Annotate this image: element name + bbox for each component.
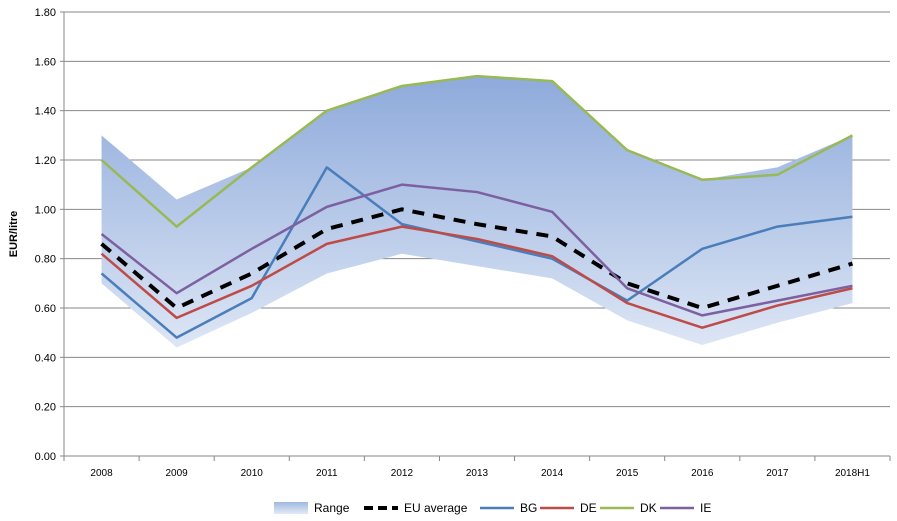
- x-tick-label: 2014: [541, 468, 564, 479]
- x-tick-label: 2011: [316, 468, 338, 479]
- x-tick-label: 2015: [616, 468, 639, 479]
- series-line-bg: [100, 166, 853, 339]
- y-tick-label: 0.00: [35, 451, 56, 463]
- x-tick-label: 2016: [691, 468, 714, 479]
- y-tick-label: 1.20: [35, 155, 56, 167]
- legend-label-bg: BG: [520, 501, 537, 515]
- x-tick-label: 2017: [766, 468, 789, 479]
- y-tick-label: 1.40: [35, 106, 56, 118]
- x-tick-label: 2010: [241, 468, 264, 479]
- x-tick-label: 2008: [90, 468, 113, 479]
- y-tick-label: 1.00: [35, 204, 56, 216]
- x-tick-label: 2009: [166, 468, 189, 479]
- y-tick-label: 1.80: [35, 7, 56, 19]
- y-axis-label: EUR/litre: [8, 211, 20, 257]
- series-line-ie: [100, 183, 853, 317]
- legend-label-ie: IE: [700, 501, 711, 515]
- legend-label-range: Range: [314, 501, 350, 515]
- legend-swatch-range: [274, 502, 308, 514]
- x-tick-label: 2018H1: [835, 468, 870, 479]
- x-tick-label: 2013: [466, 468, 489, 479]
- series-line-eu-average: [100, 207, 854, 310]
- y-tick-label: 0.20: [35, 402, 56, 414]
- y-tick-label: 0.40: [35, 352, 56, 364]
- legend-label-dk: DK: [640, 501, 657, 515]
- range-area: [101, 76, 853, 348]
- x-tick-label: 2012: [391, 468, 414, 479]
- series-line-de: [100, 225, 853, 329]
- y-tick-label: 0.60: [35, 303, 56, 315]
- y-tick-label: 1.60: [35, 56, 56, 68]
- legend-label-de: DE: [580, 501, 597, 515]
- legend-label-eu-average: EU average: [404, 501, 468, 515]
- y-tick-label: 0.80: [35, 254, 56, 266]
- series-line-dk: [100, 74, 854, 228]
